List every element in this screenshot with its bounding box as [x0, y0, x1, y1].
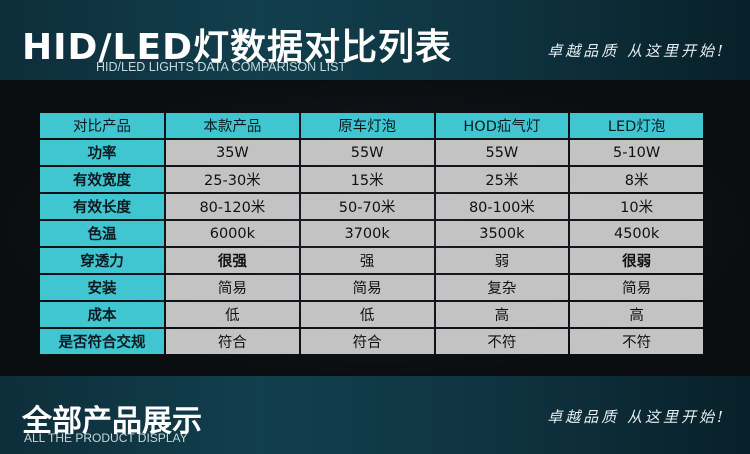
- footer-subtitle: ALL THE PRODUCT DISPLAY: [24, 431, 188, 445]
- table-cell: 6000k: [166, 221, 299, 246]
- table-cell: 80-120米: [166, 194, 299, 219]
- column-header: 对比产品: [40, 113, 164, 138]
- table-row: 有效长度 80-120米 50-70米 80-100米 10米: [40, 194, 703, 219]
- table-cell: 低: [300, 302, 434, 327]
- table-cell: 低: [166, 302, 299, 327]
- table-cell: 高: [435, 302, 569, 327]
- table-row: 成本 低 低 高 高: [40, 302, 703, 327]
- row-label: 安装: [40, 275, 164, 300]
- table-cell: 25-30米: [166, 167, 299, 192]
- table-cell: 强: [300, 248, 434, 273]
- footer-slogan: 卓越品质 从这里开始!: [547, 408, 726, 426]
- table-row: 功率 35W 55W 55W 5-10W: [40, 140, 703, 165]
- table-cell: 55W: [300, 140, 434, 165]
- page-subtitle: HID/LED LIGHTS DATA COMPARISON LIST: [96, 60, 347, 74]
- page-title: HID/LED灯数据对比列表: [22, 27, 452, 68]
- table-cell: 5-10W: [570, 140, 703, 165]
- footer-banner: 全部产品展示 ALL THE PRODUCT DISPLAY 卓越品质 从这里开…: [0, 376, 750, 454]
- table-cell: 15米: [300, 167, 434, 192]
- column-header: LED灯泡: [570, 113, 703, 138]
- table-cell: 复杂: [435, 275, 569, 300]
- table-row: 穿透力 很强 强 弱 很弱: [40, 248, 703, 273]
- row-label: 有效长度: [40, 194, 164, 219]
- row-label: 穿透力: [40, 248, 164, 273]
- table-cell: 符合: [166, 329, 299, 354]
- table-cell: 55W: [435, 140, 569, 165]
- table-cell: 3700k: [300, 221, 434, 246]
- table-cell: 3500k: [435, 221, 569, 246]
- table-cell: 8米: [570, 167, 703, 192]
- row-label: 色温: [40, 221, 164, 246]
- table-cell: 简易: [300, 275, 434, 300]
- table-cell: 弱: [435, 248, 569, 273]
- header-banner: HID/LED灯数据对比列表 HID/LED LIGHTS DATA COMPA…: [0, 0, 750, 80]
- table-cell: 50-70米: [300, 194, 434, 219]
- row-label: 是否符合交规: [40, 329, 164, 354]
- table-cell: 简易: [166, 275, 299, 300]
- table-cell: 10米: [570, 194, 703, 219]
- table-header-row: 对比产品 本款产品 原车灯泡 HOD疝气灯 LED灯泡: [40, 113, 703, 138]
- table-cell: 简易: [570, 275, 703, 300]
- table-cell: 很强: [166, 248, 299, 273]
- table-cell: 80-100米: [435, 194, 569, 219]
- table-cell: 4500k: [570, 221, 703, 246]
- row-label: 有效宽度: [40, 167, 164, 192]
- comparison-table: 对比产品 本款产品 原车灯泡 HOD疝气灯 LED灯泡 功率 35W 55W 5…: [38, 111, 705, 356]
- table-cell: 不符: [570, 329, 703, 354]
- table-cell: 高: [570, 302, 703, 327]
- table-row: 是否符合交规 符合 符合 不符 不符: [40, 329, 703, 354]
- footer-title: 全部产品展示: [22, 404, 202, 439]
- table-cell: 35W: [166, 140, 299, 165]
- table-cell: 符合: [300, 329, 434, 354]
- table-row: 有效宽度 25-30米 15米 25米 8米: [40, 167, 703, 192]
- row-label: 成本: [40, 302, 164, 327]
- column-header: 原车灯泡: [300, 113, 434, 138]
- table-row: 色温 6000k 3700k 3500k 4500k: [40, 221, 703, 246]
- row-label: 功率: [40, 140, 164, 165]
- table-cell: 很弱: [570, 248, 703, 273]
- table-cell: 25米: [435, 167, 569, 192]
- column-header: HOD疝气灯: [435, 113, 569, 138]
- header-slogan: 卓越品质 从这里开始!: [547, 42, 726, 60]
- table-cell: 不符: [435, 329, 569, 354]
- column-header: 本款产品: [166, 113, 299, 138]
- table-row: 安装 简易 简易 复杂 简易: [40, 275, 703, 300]
